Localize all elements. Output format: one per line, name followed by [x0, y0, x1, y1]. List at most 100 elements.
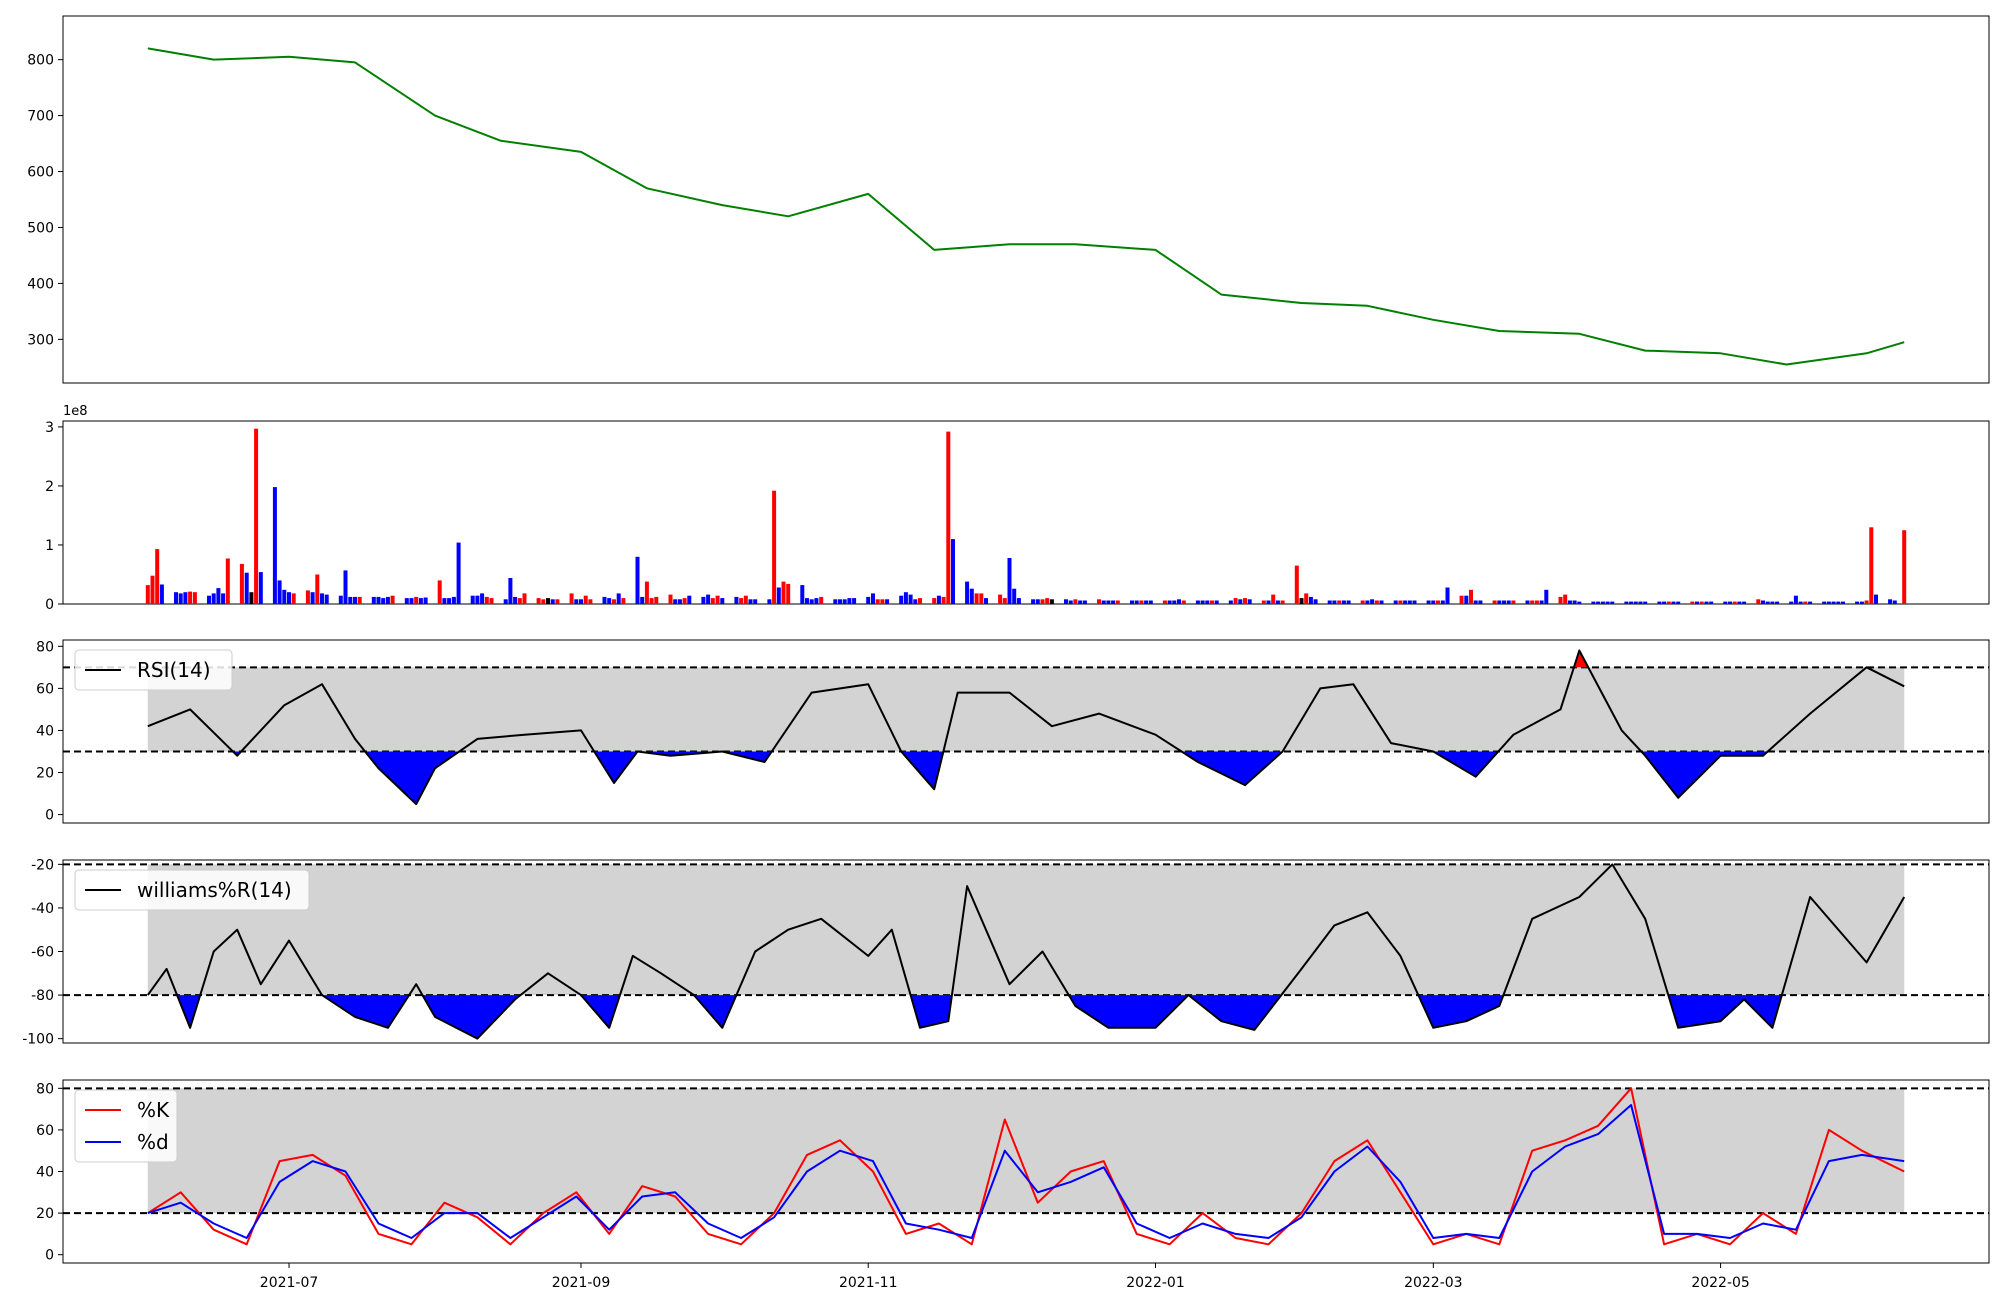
volume-bar-132: [1012, 588, 1017, 604]
volume-bar-99: [800, 585, 805, 604]
volume-bar-60: [541, 599, 546, 604]
volume-bar-111: [875, 599, 880, 604]
volume-bar-15: [244, 572, 249, 604]
volume-bar-258: [1841, 601, 1845, 604]
price-line: [147, 47, 1905, 366]
rsi-oversold-fill: [233, 751, 1768, 805]
volume-bar-116: [908, 594, 913, 604]
volume-bar-41: [414, 596, 419, 604]
volume-bar-212: [1539, 600, 1544, 604]
volume-bar-62: [550, 599, 555, 604]
volume-bar-92: [748, 599, 753, 604]
volume-bar-63: [555, 599, 560, 604]
volume-bar-241: [1732, 601, 1737, 604]
volume-bar-131: [1007, 558, 1012, 604]
volume-bar-237: [1704, 601, 1709, 604]
volume-bar-82: [682, 598, 687, 604]
x-tick-label-4: 2022-03: [1404, 1275, 1463, 1291]
volume-bar-95: [772, 490, 777, 604]
williams-legend-label-0: williams%R(14): [137, 878, 292, 902]
volume-bar-195: [1431, 600, 1436, 604]
volume-bar-127: [979, 593, 984, 604]
volume-bar-39: [404, 598, 409, 604]
volume-bar-71: [612, 599, 616, 604]
volume-bar-11: [216, 588, 221, 604]
volume-bar-10: [211, 593, 216, 604]
volume-bar-233: [1676, 601, 1681, 604]
volume-bar-245: [1761, 600, 1765, 604]
volume-bar-109: [866, 596, 871, 604]
volume-bar-215: [1563, 594, 1568, 604]
volume-bar-112: [880, 599, 885, 604]
volume-bar-184: [1360, 600, 1365, 604]
volume-bar-229: [1657, 601, 1662, 604]
volume-bar-158: [1181, 600, 1186, 604]
volume-bar-147: [1111, 600, 1116, 604]
volume-bar-221: [1600, 601, 1605, 604]
volume-bar-84: [701, 596, 706, 604]
volume-bar-227: [1638, 601, 1643, 604]
volume-bar-244: [1756, 599, 1761, 604]
volume-bar-188: [1379, 600, 1384, 604]
volume-bar-44: [437, 580, 442, 604]
volume-bar-120: [936, 595, 941, 604]
williams-ytick-label-3: -80: [31, 988, 54, 1004]
volume-bar-46: [447, 598, 452, 604]
stoch-ytick-label-0: 0: [45, 1248, 54, 1264]
volume-bar-230: [1662, 601, 1667, 604]
rsi-panel-frame: [62, 639, 1990, 824]
volume-bar-93: [753, 599, 758, 604]
volume-bar-159: [1195, 600, 1200, 604]
volume-bar-264: [1888, 599, 1893, 604]
volume-bar-114: [899, 595, 904, 604]
volume-bar-240: [1728, 601, 1732, 604]
volume-bar-238: [1709, 601, 1714, 604]
volume-bar-198: [1445, 587, 1450, 604]
volume-bar-23: [291, 593, 296, 604]
volume-bar-166: [1238, 599, 1243, 604]
volume-bar-61: [546, 598, 550, 604]
volume-bar-88: [720, 598, 725, 604]
volume-bar-141: [1073, 599, 1078, 604]
volume-bar-90: [739, 598, 744, 604]
volume-bar-142: [1078, 600, 1083, 604]
volume-bar-136: [1040, 599, 1045, 604]
volume-bar-135: [1035, 599, 1040, 604]
volume-bar-81: [677, 599, 682, 604]
volume-bar-157: [1177, 599, 1181, 604]
volume-bar-186: [1370, 599, 1375, 604]
volume-bar-216: [1567, 600, 1572, 604]
rsi-ytick-label-1: 20: [36, 766, 54, 782]
volume-bar-87: [715, 595, 720, 604]
price-panel-frame: [62, 15, 1990, 384]
volume-bar-210: [1530, 600, 1535, 604]
volume-bar-77: [649, 598, 654, 604]
volume-bar-32: [353, 596, 357, 604]
rsi-ytick-label-3: 60: [36, 681, 54, 697]
volume-bar-155: [1167, 600, 1172, 604]
volume-bar-190: [1398, 600, 1403, 604]
volume-bar-204: [1492, 600, 1497, 604]
price-ytick-label-2: 500: [27, 220, 54, 236]
volume-bar-0: [145, 585, 150, 604]
volume-bar-118: [918, 598, 922, 604]
volume-ytick-label-0: 0: [45, 597, 54, 613]
volume-bar-107: [847, 598, 852, 604]
volume-bar-171: [1271, 594, 1276, 604]
price-ytick-label-0: 300: [27, 332, 54, 348]
volume-bar-137: [1045, 598, 1050, 604]
volume-bar-69: [602, 596, 607, 604]
volume-bar-128: [984, 598, 988, 604]
rsi-line: [147, 649, 1905, 806]
stoch-ytick-label-4: 80: [36, 1081, 54, 1097]
volume-bar-57: [517, 598, 522, 604]
williams-ytick-label-2: -60: [31, 945, 54, 961]
stoch-legend: [74, 1089, 178, 1163]
stoch-ytick-label-2: 40: [36, 1165, 54, 1181]
volume-bar-12: [221, 593, 226, 604]
rsi-ytick-label-2: 40: [36, 723, 54, 739]
volume-bar-250: [1793, 595, 1798, 604]
volume-bar-78: [654, 596, 659, 604]
volume-bar-196: [1436, 600, 1440, 604]
volume-bar-126: [974, 593, 979, 604]
